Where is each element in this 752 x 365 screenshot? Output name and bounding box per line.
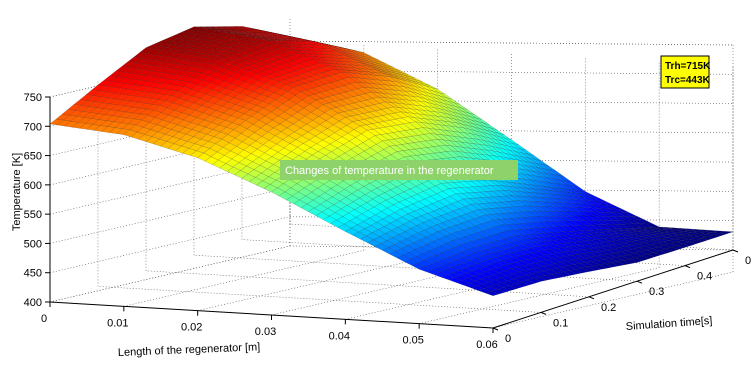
x-tick-label: 0.02 [181,322,202,334]
z-tick-label: 750 [24,92,42,104]
z-tick-label: 400 [24,297,42,309]
x-gridline [271,258,512,316]
y-axis-line [492,249,734,329]
y-tick-label: 0.1 [553,317,568,329]
z-gridline [49,187,291,244]
y-gridline [193,254,638,282]
axes [45,96,739,333]
parameter-note-line-2: Trc=443K [665,75,711,86]
temperature-surface [49,26,734,296]
z-tick-label: 450 [24,268,42,280]
z-gridline [49,157,291,215]
z-gridline-back [289,157,734,163]
y-tick-mark [732,249,739,253]
y-gridline [241,239,686,266]
parameter-note: Trh=715K Trc=443K [660,55,711,89]
y-tick-mark [588,296,595,300]
y-tick-label: 0.4 [697,271,712,283]
x-gridline [492,271,734,329]
z-gridline-back [289,40,734,46]
tick-labels: 400 450 500 550 600 650 700 750 0 0.01 0.02 0.03 0.0… [24,92,752,351]
z-tick-label: 650 [24,151,42,163]
y-gridline [97,286,542,313]
y-tick-mark [540,311,547,315]
y-tick-mark [684,265,691,269]
surface-annotation: Changes of temperature in the regenerato… [280,160,518,180]
z-gridline-back [289,69,734,75]
parameter-note-box [660,55,710,89]
z-gridline [49,128,291,186]
z-tick-label: 700 [24,121,42,133]
y-tick-label: 0.3 [649,286,664,298]
y-tick-label: 0.2 [601,302,616,314]
z-axis-label: Temperature [K] [11,153,23,231]
z-tick-label: 600 [24,180,42,192]
y-gridline [145,270,590,298]
x-tick-label: 0.04 [329,330,350,342]
y-tick-label: 0 [505,333,511,345]
x-tick-label: 0.06 [476,339,497,351]
x-gridline [49,245,291,303]
z-tick-label: 500 [24,238,42,250]
x-tick-label: 0 [41,313,47,325]
parameter-note-line-1: Trh=715K [665,61,711,72]
z-gridline-back [289,99,734,104]
surface-annotation-box [280,160,518,180]
x-tick-label: 0.05 [402,335,423,347]
x-gridline [197,254,438,311]
x-gridline [123,250,364,307]
x-gridline [345,263,586,320]
y-tick-mark [636,280,643,284]
y-tick-mark [492,327,499,331]
y-tick-label: 0.5 [745,255,752,267]
z-gridline-back [289,216,734,222]
y-axis-label: Simulation time[s] [625,315,712,333]
x-tick-label: 0.03 [255,326,276,338]
surface-patch [485,291,500,296]
z-tick-label: 550 [24,209,42,221]
x-axis-label: Length of the regenerator [m] [118,341,261,359]
surface-annotation-text: Changes of temperature in the regenerato… [285,165,494,177]
x-gridline [419,267,660,324]
z-gridline-back [289,187,734,192]
z-gridline [49,216,291,274]
x-tick-label: 0.01 [107,317,128,329]
